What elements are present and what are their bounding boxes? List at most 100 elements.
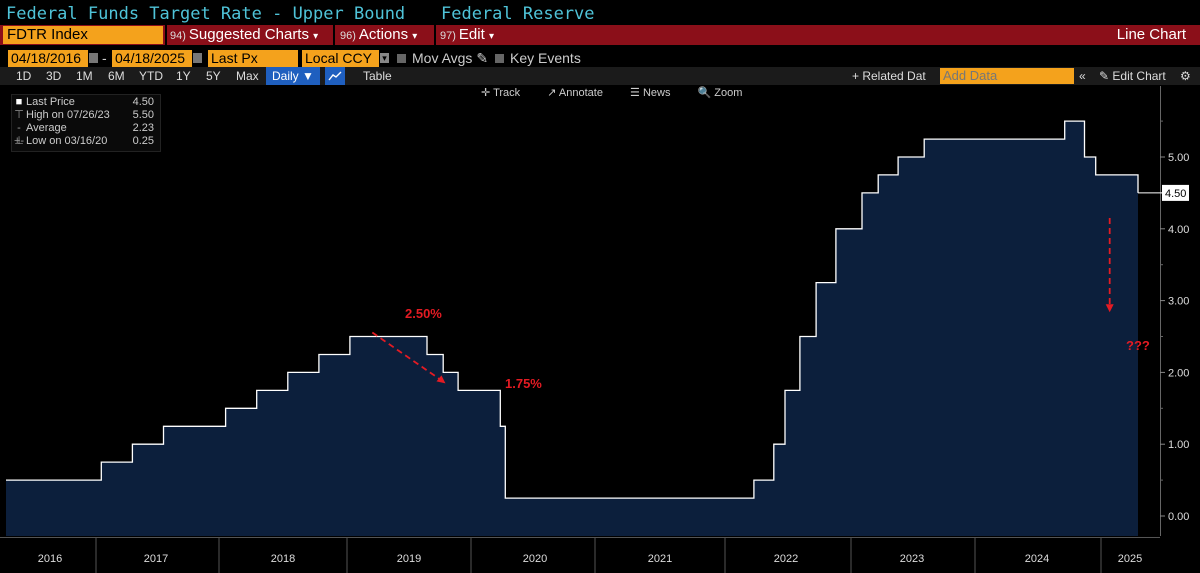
- x-tick-label: 2025: [1118, 553, 1142, 565]
- suggested-charts-menu[interactable]: 94) Suggested Charts ▾: [170, 26, 318, 44]
- range-max[interactable]: Max: [236, 69, 259, 83]
- average-marker-icon: -+-: [14, 122, 25, 147]
- ticker-field[interactable]: FDTR Index: [3, 26, 163, 44]
- pencil-icon: ✎: [476, 50, 489, 66]
- low-marker-icon: ⊥: [14, 135, 24, 147]
- suggested-charts-label: Suggested Charts: [188, 26, 309, 43]
- legend-last-price: ■ Last Price 4.50: [14, 96, 158, 109]
- x-axis-background: [0, 537, 1200, 573]
- legend-high-label: High on 07/26/23: [26, 109, 110, 121]
- x-tick-label: 2021: [648, 553, 672, 565]
- legend-low-value: 0.25: [132, 135, 154, 147]
- range-6m[interactable]: 6M: [108, 69, 125, 83]
- chevron-down-icon: ▾: [412, 31, 418, 42]
- legend-low: ⊥ Low on 03/16/20 0.25: [14, 135, 158, 148]
- y-tick-label: 5.00: [1168, 152, 1189, 164]
- annotation-label: 2.50%: [405, 306, 442, 321]
- square-icon: ■: [15, 96, 23, 108]
- end-date-input[interactable]: 04/18/2025: [112, 50, 192, 67]
- x-tick-label: 2016: [38, 553, 62, 565]
- chevron-down-icon: ▾: [488, 31, 494, 42]
- field-select[interactable]: Last Px: [208, 50, 298, 67]
- annotate-tool[interactable]: ↗ Annotate: [547, 87, 603, 99]
- x-tick-label: 2022: [774, 553, 798, 565]
- range-ytd[interactable]: YTD: [139, 69, 163, 83]
- decline-arrow-head: [436, 375, 446, 384]
- checkbox-icon: [397, 54, 406, 63]
- chart-type-label[interactable]: Line Chart: [1116, 26, 1186, 43]
- edit-chart-label: Edit Chart: [1112, 69, 1166, 83]
- projection-arrow-head: [1105, 304, 1114, 313]
- rate-chart: 0.00 1.00 2.00 3.00 4.00 5.00 4.50 2.50% 1.75%?…: [0, 86, 1200, 573]
- zoom-tool[interactable]: 🔍 Zoom: [697, 87, 743, 99]
- toolbar-divider: [165, 25, 167, 45]
- y-tick-label: 4.00: [1168, 224, 1189, 236]
- range-toolbar: 1D 3D 1M 6M YTD 1Y 5Y Max Daily ▼ Table …: [0, 67, 1200, 85]
- options-row: 04/18/2016 - 04/18/2025 Last Px Local CC…: [0, 50, 1200, 67]
- edit-number: 97): [440, 30, 456, 42]
- y-tick-label: 2.00: [1168, 367, 1189, 379]
- security-title: Federal Funds Target Rate - Upper Bound: [6, 4, 406, 24]
- x-tick-label: 2017: [144, 553, 168, 565]
- range-5y[interactable]: 5Y: [206, 69, 221, 83]
- frequency-select[interactable]: Daily ▼: [266, 67, 320, 85]
- range-1d[interactable]: 1D: [16, 69, 32, 83]
- x-tick-label: 2018: [271, 553, 295, 565]
- mov-avgs-toggle[interactable]: Mov Avgs ✎: [397, 50, 488, 67]
- track-tool[interactable]: ✛ Track: [481, 87, 521, 99]
- function-toolbar: FDTR Index 94) Suggested Charts ▾ 96) Acti…: [0, 25, 1200, 45]
- add-data-input[interactable]: Add Data: [940, 68, 1074, 84]
- annotation-label: ???: [1126, 338, 1150, 353]
- legend-last-label: Last Price: [26, 96, 75, 108]
- annotate-label: Annotate: [558, 87, 603, 99]
- actions-number: 96): [340, 30, 356, 42]
- date-dash: -: [102, 50, 107, 66]
- range-3d[interactable]: 3D: [46, 69, 62, 83]
- related-data-button[interactable]: + Related Dat: [852, 69, 926, 83]
- chevron-down-icon: ▾: [313, 31, 319, 42]
- x-tick-label: 2024: [1025, 553, 1049, 565]
- high-marker-icon: ⊤: [14, 109, 24, 121]
- x-tick-label: 2020: [523, 553, 547, 565]
- chart-tools: ✛ Track ↗ Annotate ☰ News 🔍 Zoom: [481, 86, 766, 102]
- last-value-badge: [1162, 184, 1189, 201]
- calendar-icon[interactable]: [89, 53, 98, 63]
- track-label: Track: [493, 87, 521, 99]
- news-label: News: [642, 87, 671, 99]
- edit-chart-button[interactable]: ✎ Edit Chart: [1099, 67, 1166, 85]
- pencil-icon: ✎: [1099, 69, 1110, 83]
- y-tick-label: 0.00: [1168, 511, 1189, 523]
- zoom-label: Zoom: [714, 87, 743, 99]
- legend-high-value: 5.50: [132, 109, 154, 121]
- checkbox-icon: [495, 54, 504, 63]
- range-1m[interactable]: 1M: [76, 69, 93, 83]
- start-date-input[interactable]: 04/18/2016: [8, 50, 88, 67]
- collapse-icon[interactable]: «: [1079, 69, 1086, 83]
- key-events-label: Key Events: [510, 50, 581, 66]
- y-tick-label: 1.00: [1168, 439, 1189, 451]
- rate-area-fill: [6, 121, 1138, 536]
- key-events-toggle[interactable]: Key Events: [495, 50, 581, 67]
- annotation-label: 1.75%: [505, 376, 542, 391]
- toolbar-divider: [333, 25, 335, 45]
- table-button[interactable]: Table: [363, 69, 392, 83]
- line-chart-icon[interactable]: [325, 67, 345, 85]
- legend-average: -+- Average 2.23: [14, 122, 158, 147]
- edit-label: Edit: [458, 26, 485, 43]
- actions-label: Actions: [358, 26, 409, 43]
- range-1y[interactable]: 1Y: [176, 69, 191, 83]
- legend-high: ⊤ High on 07/26/23 5.50: [14, 109, 158, 122]
- edit-menu[interactable]: 97) Edit ▾: [440, 26, 494, 44]
- y-tick-label: 3.00: [1168, 296, 1189, 308]
- chevron-down-icon[interactable]: ▾: [380, 53, 389, 63]
- actions-menu[interactable]: 96) Actions ▾: [340, 26, 417, 44]
- decline-arrow-line: [371, 331, 442, 382]
- gear-icon[interactable]: ⚙: [1180, 69, 1191, 83]
- rate-series-line: [6, 120, 1139, 499]
- currency-select[interactable]: Local CCY: [302, 50, 379, 67]
- calendar-icon[interactable]: [193, 53, 202, 63]
- issuer-title: Federal Reserve: [441, 4, 595, 24]
- news-tool[interactable]: ☰ News: [630, 87, 671, 99]
- legend-last-value: 4.50: [132, 96, 154, 108]
- x-axis: 2016 2017 2018 2019 2020 2021 2022 2023 2024 2025: [0, 537, 1200, 573]
